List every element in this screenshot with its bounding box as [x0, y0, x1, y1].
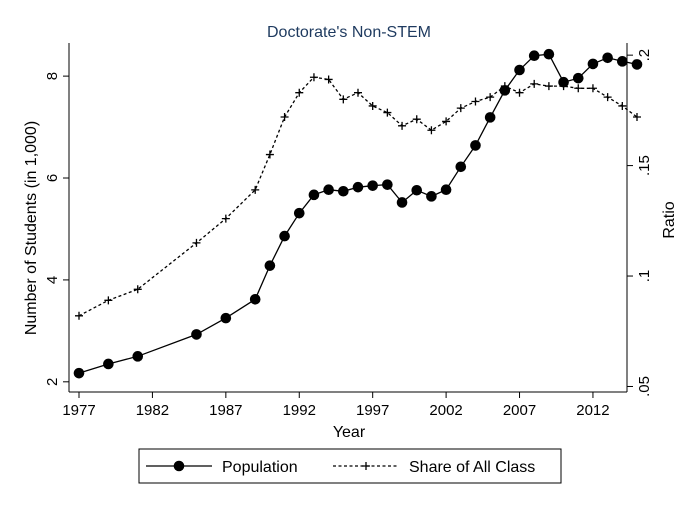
x-tick-label: 1992 — [283, 402, 316, 419]
share-point — [354, 88, 362, 97]
population-point — [352, 181, 364, 193]
share-point — [398, 121, 407, 130]
population-point — [470, 140, 481, 151]
y-left-tick-label: 2 — [44, 378, 61, 386]
x-tick-label: 1997 — [356, 402, 389, 419]
y-left-tick-label: 4 — [44, 276, 61, 284]
x-tick-label: 1982 — [136, 402, 169, 419]
share-point — [633, 112, 641, 121]
population-point — [484, 112, 496, 123]
share-point — [295, 88, 304, 97]
population-point — [132, 351, 144, 362]
share-point — [280, 112, 289, 121]
x-tick-label: 1977 — [62, 402, 95, 419]
y-right-tick-label: .15 — [636, 155, 653, 176]
legend-label-population: Population — [222, 459, 298, 476]
population-point — [220, 312, 232, 324]
y-left-tick-label: 6 — [44, 174, 61, 182]
population-point — [602, 52, 613, 64]
share-point — [412, 115, 421, 124]
population-point — [440, 184, 452, 196]
population-point — [396, 197, 408, 208]
y-axis-title-left: Number of Students (in 1,000) — [23, 121, 40, 335]
legend: Population Share of All Class — [138, 448, 562, 484]
population-point — [264, 260, 276, 271]
share-point — [75, 311, 83, 320]
share-point — [251, 185, 260, 194]
x-tick-label: 2002 — [429, 402, 462, 419]
share-point — [133, 285, 142, 294]
share-point — [515, 88, 524, 97]
population-point — [308, 189, 320, 201]
population-point — [617, 56, 628, 67]
share-point — [104, 296, 113, 305]
share-point — [574, 84, 583, 93]
share-point — [368, 101, 377, 110]
y-left-tick-label: 8 — [44, 72, 61, 80]
series-line-share — [78, 76, 638, 317]
share-point — [339, 95, 348, 104]
series-line-population — [78, 53, 638, 374]
legend-item-share: Share of All Class — [333, 459, 535, 476]
population-point — [572, 72, 584, 84]
x-tick-label: 2007 — [503, 402, 536, 419]
share-point — [559, 82, 568, 91]
chart-title: Doctorate's Non-STEM — [267, 24, 431, 41]
population-point — [191, 329, 202, 340]
population-point — [367, 180, 378, 191]
share-point — [265, 150, 274, 159]
share-point — [456, 104, 465, 113]
population-point — [455, 161, 467, 173]
population-point — [293, 207, 305, 219]
population-point — [279, 230, 290, 242]
share-point — [427, 126, 436, 135]
share-point — [544, 82, 553, 91]
share-point — [471, 97, 480, 106]
y-right-tick-label: .1 — [636, 270, 653, 283]
share-point — [324, 75, 333, 84]
share-point — [383, 108, 392, 117]
share-point — [192, 238, 201, 247]
share-point — [442, 117, 451, 126]
share-point — [530, 79, 539, 88]
population-point — [411, 184, 423, 196]
population-point — [543, 48, 555, 60]
share-point — [588, 84, 597, 93]
y-axis-title-right: Ratio — [661, 201, 678, 238]
share-point — [309, 73, 318, 82]
population-point — [499, 85, 511, 96]
population-point — [382, 179, 393, 190]
legend-marker-share — [362, 462, 370, 470]
population-point — [528, 50, 540, 62]
legend-label-share: Share of All Class — [409, 459, 535, 476]
population-point — [103, 358, 114, 370]
population-point — [323, 184, 334, 196]
population-point — [426, 191, 437, 202]
y-right-tick-label: .05 — [636, 376, 653, 397]
share-point — [500, 82, 509, 91]
population-point — [338, 185, 349, 197]
share-point — [618, 101, 627, 110]
x-tick-label: 2012 — [576, 402, 609, 419]
plot-area: 1977 1982 1987 1992 1997 2002 2007 2012 2 4 6 8 .05.… — [44, 43, 653, 419]
share-point — [486, 93, 495, 102]
x-tick-label: 1987 — [209, 402, 242, 419]
share-point — [603, 93, 612, 102]
population-point — [631, 59, 643, 70]
legend-item-population: Population — [146, 459, 298, 476]
share-point — [221, 214, 230, 223]
population-point — [73, 367, 85, 379]
y-right-tick-label: .2 — [636, 49, 653, 62]
legend-marker-population — [173, 460, 185, 472]
x-axis-title: Year — [333, 424, 366, 441]
population-point — [514, 64, 525, 76]
population-point — [587, 58, 599, 70]
population-point — [249, 293, 261, 305]
